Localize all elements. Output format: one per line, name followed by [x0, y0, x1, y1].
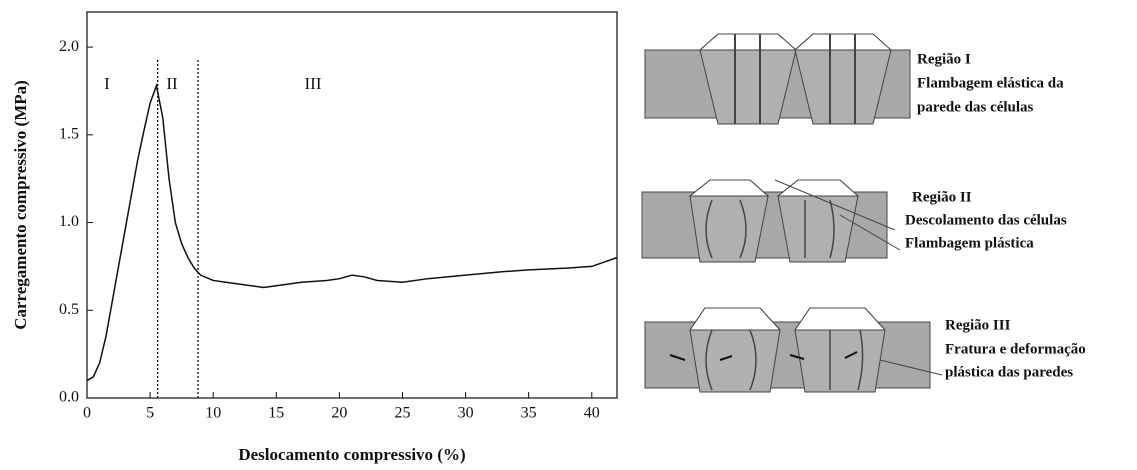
y-tick-label: 2.0: [59, 38, 79, 55]
x-tick-label: 5: [146, 405, 154, 422]
x-tick-label: 40: [584, 405, 600, 422]
cell-diagram-3: [644, 307, 943, 393]
panel-text: Região I: [917, 51, 971, 67]
cell-diagram-1: [644, 33, 911, 125]
region-label: I: [104, 74, 110, 93]
x-tick-label: 25: [394, 405, 410, 422]
data-line: [86, 82, 618, 382]
plot-frame: [86, 11, 618, 399]
y-tick-label: 0.5: [59, 301, 79, 318]
region-label: II: [166, 74, 178, 93]
panel-text: Flambagem plástica: [905, 235, 1034, 251]
y-tick-label: 0.0: [59, 389, 79, 406]
cell-diagram-2: [641, 179, 901, 263]
panel-text: Descolamento das células: [905, 212, 1067, 228]
y-tick-label: 1.0: [59, 213, 79, 230]
x-tick-label: 15: [268, 405, 284, 422]
x-axis-label: Deslocamento compressivo (%): [238, 445, 465, 464]
x-tick-label: 20: [331, 405, 347, 422]
x-tick-label: 35: [521, 405, 537, 422]
x-tick-label: 10: [205, 405, 221, 422]
panel-text: Região II: [912, 189, 972, 205]
panel-text: Fratura e deformação: [945, 341, 1086, 357]
y-tick-label: 1.5: [59, 125, 79, 142]
panel-text: Região III: [945, 317, 1011, 333]
x-tick-label: 30: [458, 405, 474, 422]
panel-text: plástica das paredes: [945, 364, 1073, 380]
y-axis-label: Carregamento compressivo (MPa): [11, 80, 30, 330]
x-tick-label: 0: [83, 405, 91, 422]
panel-text: parede das células: [917, 99, 1034, 115]
panel-text: Flambagem elástica da: [917, 75, 1064, 91]
region-label: III: [305, 74, 322, 93]
